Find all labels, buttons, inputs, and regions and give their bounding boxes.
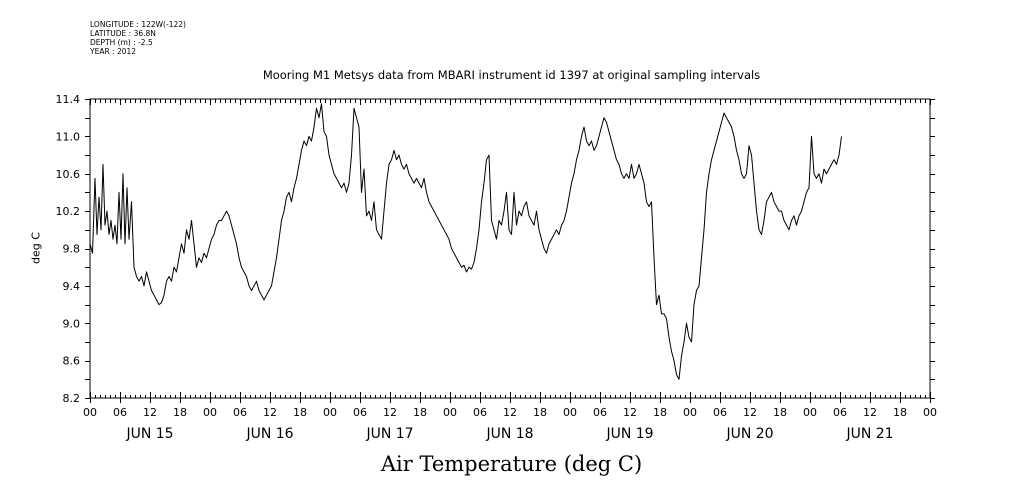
x-tick-label: 18 — [533, 406, 547, 419]
series-layer — [89, 103, 842, 380]
x-tick-label: 12 — [263, 406, 277, 419]
x-tick-label: 12 — [143, 406, 157, 419]
y-tick-label: 11.4 — [56, 93, 81, 106]
x-tick-label: 12 — [383, 406, 397, 419]
x-tick-label: 06 — [113, 406, 127, 419]
series-line-0 — [89, 103, 842, 380]
metadata-block: LONGITUDE : 122W(-122) LATITUDE : 36.8N … — [90, 20, 186, 56]
x-day-label: JUN 15 — [125, 426, 173, 442]
plot-frame — [89, 98, 931, 399]
y-tick-label: 9.8 — [63, 243, 81, 256]
x-day-label: JUN 21 — [845, 426, 893, 442]
y-tick-label: 8.6 — [63, 355, 81, 368]
x-tick-label: 00 — [683, 406, 697, 419]
x-tick-label: 06 — [713, 406, 727, 419]
x-tick-label: 06 — [833, 406, 847, 419]
y-tick-label: 9.0 — [63, 317, 81, 330]
x-tick-label: 12 — [503, 406, 517, 419]
year-text: YEAR : 2012 — [90, 47, 137, 56]
x-tick-label: 18 — [893, 406, 907, 419]
x-tick-label: 00 — [923, 406, 937, 419]
x-axis-label: Air Temperature (deg C) — [380, 452, 643, 476]
chart-title: Mooring M1 Metsys data from MBARI instru… — [262, 68, 761, 82]
x-tick-label: 12 — [863, 406, 877, 419]
x-tick-label: 00 — [443, 406, 457, 419]
ticks-layer — [85, 99, 935, 403]
y-tick-label: 9.4 — [63, 280, 81, 293]
x-tick-label: 18 — [653, 406, 667, 419]
x-day-label: JUN 20 — [725, 426, 773, 442]
y-tick-label: 11.0 — [56, 130, 81, 143]
x-tick-label: 00 — [323, 406, 337, 419]
x-day-label: JUN 17 — [365, 426, 413, 442]
tick-labels-layer: 00 06 12 18 00 06 12 18 00 06 12 18 00 06 12 18 00 06 12 18… — [56, 93, 938, 442]
x-tick-label: 18 — [413, 406, 427, 419]
x-tick-label: 12 — [623, 406, 637, 419]
x-tick-label: 06 — [473, 406, 487, 419]
x-day-label: JUN 18 — [485, 426, 533, 442]
x-tick-label: 06 — [353, 406, 367, 419]
x-tick-label: 12 — [743, 406, 757, 419]
x-tick-label: 00 — [563, 406, 577, 419]
x-day-label: JUN 16 — [245, 426, 293, 442]
depth-text: DEPTH (m) : -2.5 — [90, 38, 153, 47]
x-tick-label: 18 — [173, 406, 187, 419]
latitude-text: LATITUDE : 36.8N — [90, 29, 156, 38]
x-tick-label: 06 — [233, 406, 247, 419]
longitude-text: LONGITUDE : 122W(-122) — [90, 20, 186, 29]
y-tick-label: 10.6 — [56, 168, 81, 181]
x-day-label: JUN 19 — [605, 426, 653, 442]
x-tick-label: 18 — [293, 406, 307, 419]
x-tick-label: 18 — [773, 406, 787, 419]
x-tick-label: 00 — [83, 406, 97, 419]
y-tick-label: 8.2 — [63, 392, 81, 405]
x-tick-label: 00 — [803, 406, 817, 419]
y-tick-label: 10.2 — [56, 205, 81, 218]
x-tick-label: 06 — [593, 406, 607, 419]
x-tick-label: 00 — [203, 406, 217, 419]
